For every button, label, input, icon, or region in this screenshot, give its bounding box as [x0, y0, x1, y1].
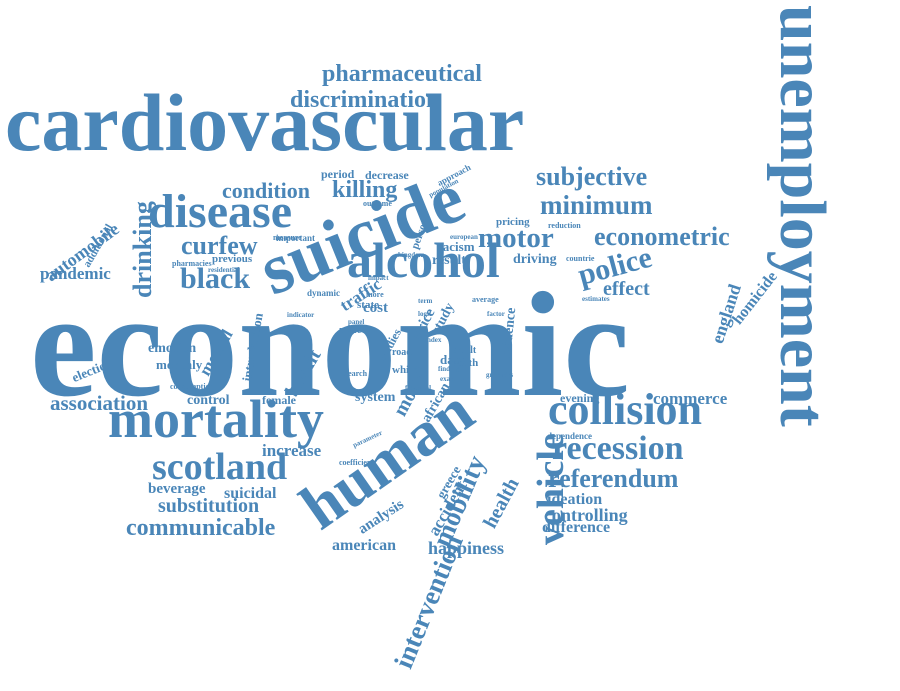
word-cardiovascular: cardiovascular — [5, 77, 525, 168]
word-more: more — [366, 290, 384, 299]
word-coefficient: coefficient — [339, 458, 375, 467]
word-condition: condition — [222, 178, 311, 203]
word-term: term — [418, 297, 433, 305]
word-emotion: emotion — [148, 341, 197, 356]
word-disease: disease — [148, 185, 292, 238]
word-dependence: dependence — [547, 431, 592, 441]
word-reduction: reduction — [548, 221, 581, 230]
word-white: white — [392, 364, 418, 376]
word-pandemic: pandemic — [40, 264, 111, 283]
word-substitution: substitution — [158, 495, 260, 517]
word-system: system — [355, 390, 396, 405]
word-period: period — [321, 167, 355, 181]
word-cost: cost — [363, 300, 388, 316]
word-association: association — [50, 391, 149, 415]
word-european: european — [450, 233, 478, 241]
word-controlling: controlling — [544, 505, 628, 525]
word-suicidal: suicidal — [224, 485, 277, 502]
word-previous: previous — [212, 253, 253, 265]
word-american: american — [332, 537, 396, 554]
word-index: index — [425, 336, 442, 344]
word-control: control — [187, 393, 230, 408]
word-measure: measure — [273, 233, 302, 242]
word-groceries: groceries — [486, 371, 514, 379]
word-state: state — [357, 299, 379, 311]
word-logit: logit — [418, 310, 432, 318]
word-road: road — [392, 347, 412, 358]
word-unemployment: unemployment — [766, 5, 839, 427]
word-factor: factor — [487, 310, 505, 318]
word-difference: difference — [542, 519, 611, 536]
word-curfew: curfew — [181, 231, 258, 260]
word-average: average — [472, 295, 499, 304]
word-discrimination: discrimination — [290, 87, 440, 113]
word-mortality: mortality — [108, 389, 324, 449]
word-result: result — [432, 253, 466, 268]
word-consumption: consumption — [170, 382, 215, 391]
word-beverage: beverage — [148, 481, 206, 497]
word-happiness: happiness — [428, 538, 505, 558]
word-commerce: commerce — [653, 389, 728, 408]
word-ideation: ideation — [547, 491, 603, 508]
word-racism: racism — [437, 239, 475, 254]
word-dynamic: dynamic — [307, 288, 341, 298]
word-pharmacies: pharmacies — [172, 259, 212, 268]
word-scotland: scotland — [152, 446, 288, 488]
word-black: black — [180, 262, 251, 295]
word-female: female — [262, 393, 296, 407]
word-recession: recession — [552, 430, 684, 467]
word-financial: financial — [405, 384, 432, 392]
word-adult: adult — [454, 345, 477, 356]
word-examine: examine — [440, 375, 465, 383]
word-killing: killing — [332, 177, 398, 203]
word-increase: increase — [262, 441, 322, 460]
word-monthly: monthly — [156, 357, 203, 372]
word-research: research — [338, 369, 368, 378]
word-pharmaceutical: pharmaceutical — [322, 61, 482, 87]
word-health: health — [479, 474, 524, 532]
word-decrease: decrease — [365, 168, 409, 182]
word-male: male — [339, 324, 362, 336]
word-econometric: econometric — [594, 222, 730, 251]
word-economic: economic — [30, 262, 630, 428]
word-referendum: referendum — [548, 464, 679, 493]
word-impact: impact — [368, 274, 389, 282]
word-indicator: indicator — [287, 311, 315, 319]
word-drinking: drinking — [128, 201, 157, 298]
word-countrie: countrie — [566, 254, 595, 263]
word-collision: collision — [548, 385, 703, 434]
word-alcohol: alcohol — [347, 232, 500, 288]
word-important: important — [276, 233, 315, 243]
word-estimates: estimates — [582, 295, 610, 303]
word-finding: finding — [438, 365, 460, 373]
word-outcome: outcome — [363, 199, 392, 208]
word-driving: driving — [513, 252, 557, 267]
word-motor: motor — [478, 222, 554, 254]
word-residential: residential — [208, 266, 240, 274]
word-communicable: communicable — [126, 515, 276, 541]
word-subjective: subjective — [536, 162, 648, 191]
word-kingdom: kingdom — [398, 251, 425, 259]
word-pricing: pricing — [496, 216, 530, 228]
word-minimum: minimum — [540, 190, 653, 220]
word-evening: evening — [560, 391, 600, 405]
word-effect: effect — [603, 278, 650, 300]
word-death: death — [452, 357, 479, 369]
word-data: data — [440, 352, 465, 367]
word-panel: panel — [348, 318, 365, 326]
